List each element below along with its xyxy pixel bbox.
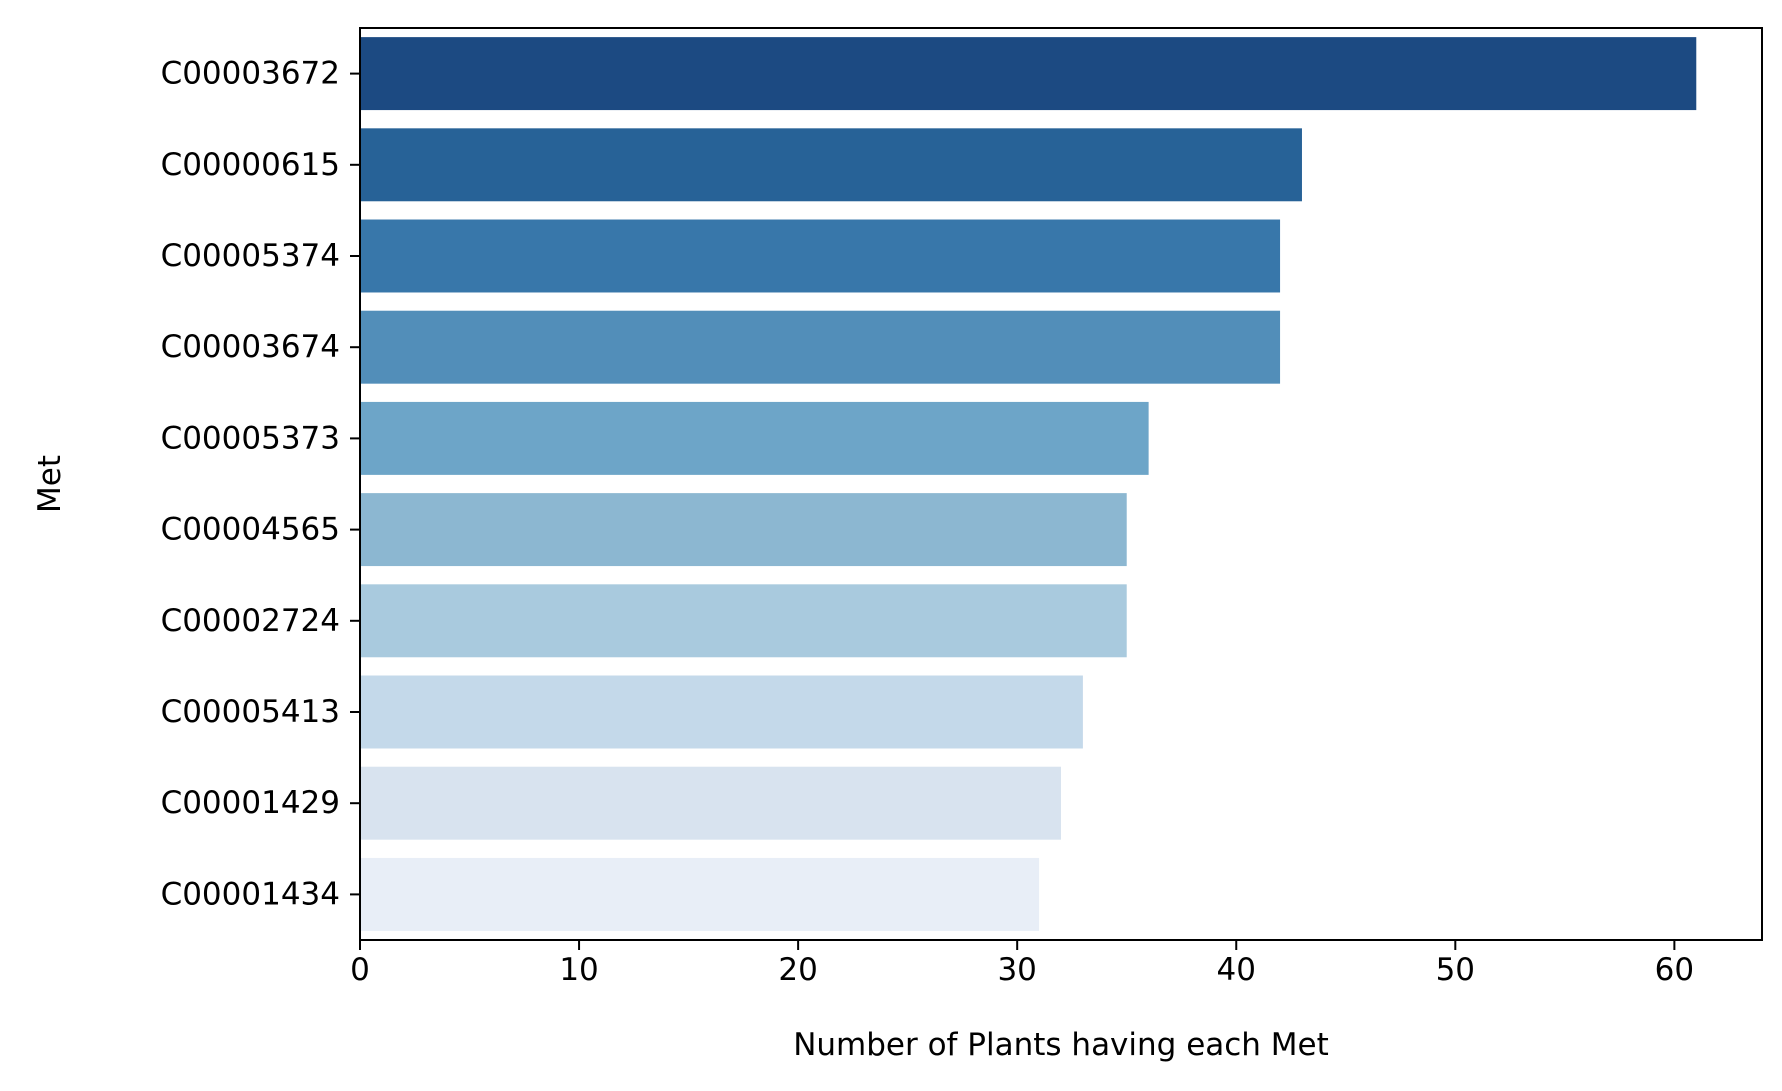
y-tick-label: C00004565 <box>161 512 340 548</box>
bar-C00003672 <box>360 37 1697 111</box>
bar-C00003674 <box>360 310 1281 384</box>
x-tick-label: 0 <box>350 952 370 988</box>
bar-C00002724 <box>360 584 1127 658</box>
y-tick-label: C00001434 <box>161 876 340 912</box>
y-tick-label: C00003672 <box>161 56 340 92</box>
plot-frame <box>359 27 1763 941</box>
x-tick-label: 40 <box>1217 952 1256 988</box>
bar-C00005374 <box>360 219 1281 293</box>
y-tick-label: C00005374 <box>161 238 340 274</box>
x-tick-label: 20 <box>778 952 817 988</box>
bars-group <box>360 37 1697 931</box>
x-tick-label: 30 <box>997 952 1036 988</box>
bar-C00004565 <box>360 493 1127 567</box>
y-tick-label: C00005373 <box>161 420 340 456</box>
y-axis-label: Met <box>32 455 68 513</box>
y-axis: C00003672 C00000615 C00005374 C00003674 C000… <box>161 56 360 912</box>
bar-C00005373 <box>360 401 1149 475</box>
x-axis: 0 10 20 30 40 50 60 <box>350 940 1694 988</box>
bar-C00001429 <box>360 766 1061 840</box>
x-tick-label: 50 <box>1436 952 1475 988</box>
bar-C00000615 <box>360 128 1302 202</box>
x-tick-label: 10 <box>559 952 598 988</box>
y-tick-label: C00002724 <box>161 603 340 639</box>
x-tick-label: 60 <box>1655 952 1694 988</box>
y-tick-label: C00001429 <box>161 785 340 821</box>
y-tick-label: C00000615 <box>161 147 340 183</box>
bar-C00001434 <box>360 857 1040 931</box>
bar-C00005413 <box>360 675 1083 749</box>
x-axis-label: Number of Plants having each Met <box>793 1027 1329 1063</box>
y-tick-label: C00003674 <box>161 329 340 365</box>
y-tick-label: C00005413 <box>161 694 340 730</box>
